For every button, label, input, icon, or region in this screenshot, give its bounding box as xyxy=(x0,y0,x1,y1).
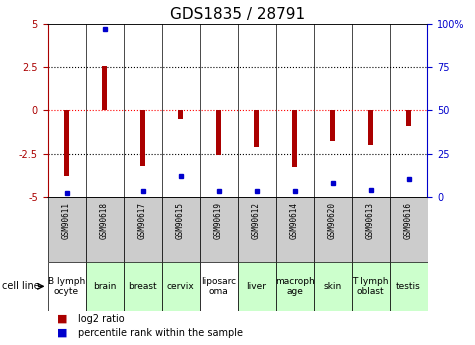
Bar xyxy=(140,110,145,166)
Bar xyxy=(352,262,390,310)
Bar xyxy=(102,66,107,110)
Bar xyxy=(390,197,428,262)
Bar xyxy=(314,197,352,262)
Text: GSM90614: GSM90614 xyxy=(290,202,299,239)
Text: GSM90613: GSM90613 xyxy=(366,202,375,239)
Text: GSM90617: GSM90617 xyxy=(138,202,147,239)
Text: ■: ■ xyxy=(57,314,67,324)
Text: breast: breast xyxy=(128,282,157,291)
Bar xyxy=(64,110,69,176)
Text: testis: testis xyxy=(396,282,421,291)
Bar xyxy=(86,197,124,262)
Text: T lymph
oblast: T lymph oblast xyxy=(352,277,389,296)
Bar xyxy=(178,110,183,119)
Text: GSM90612: GSM90612 xyxy=(252,202,261,239)
Bar xyxy=(124,262,162,310)
Text: brain: brain xyxy=(93,282,116,291)
Title: GDS1835 / 28791: GDS1835 / 28791 xyxy=(170,7,305,22)
Text: GSM90618: GSM90618 xyxy=(100,202,109,239)
Text: macroph
age: macroph age xyxy=(275,277,314,296)
Bar xyxy=(254,110,259,147)
Text: ■: ■ xyxy=(57,328,67,338)
Bar xyxy=(162,262,199,310)
Bar xyxy=(390,262,428,310)
Text: GSM90615: GSM90615 xyxy=(176,202,185,239)
Bar xyxy=(48,197,86,262)
Bar xyxy=(276,197,314,262)
Text: skin: skin xyxy=(323,282,342,291)
Text: B lymph
ocyte: B lymph ocyte xyxy=(48,277,85,296)
Text: liver: liver xyxy=(247,282,266,291)
Text: GSM90620: GSM90620 xyxy=(328,202,337,239)
Text: percentile rank within the sample: percentile rank within the sample xyxy=(78,328,243,338)
Bar xyxy=(330,110,335,141)
Bar xyxy=(200,197,238,262)
Text: GSM90611: GSM90611 xyxy=(62,202,71,239)
Text: GSM90619: GSM90619 xyxy=(214,202,223,239)
Bar xyxy=(368,110,373,145)
Bar xyxy=(276,262,314,310)
Text: cell line: cell line xyxy=(2,282,40,291)
Bar xyxy=(352,197,390,262)
Text: GSM90616: GSM90616 xyxy=(404,202,413,239)
Bar xyxy=(86,262,124,310)
Text: log2 ratio: log2 ratio xyxy=(78,314,125,324)
Bar xyxy=(292,110,297,167)
Bar xyxy=(200,262,238,310)
Bar xyxy=(162,197,199,262)
Bar xyxy=(216,110,221,155)
Bar xyxy=(238,262,276,310)
Bar xyxy=(314,262,352,310)
Text: liposarc
oma: liposarc oma xyxy=(201,277,236,296)
Bar xyxy=(124,197,162,262)
Bar xyxy=(48,262,86,310)
Text: cervix: cervix xyxy=(167,282,194,291)
Bar xyxy=(238,197,276,262)
Bar xyxy=(406,110,411,126)
